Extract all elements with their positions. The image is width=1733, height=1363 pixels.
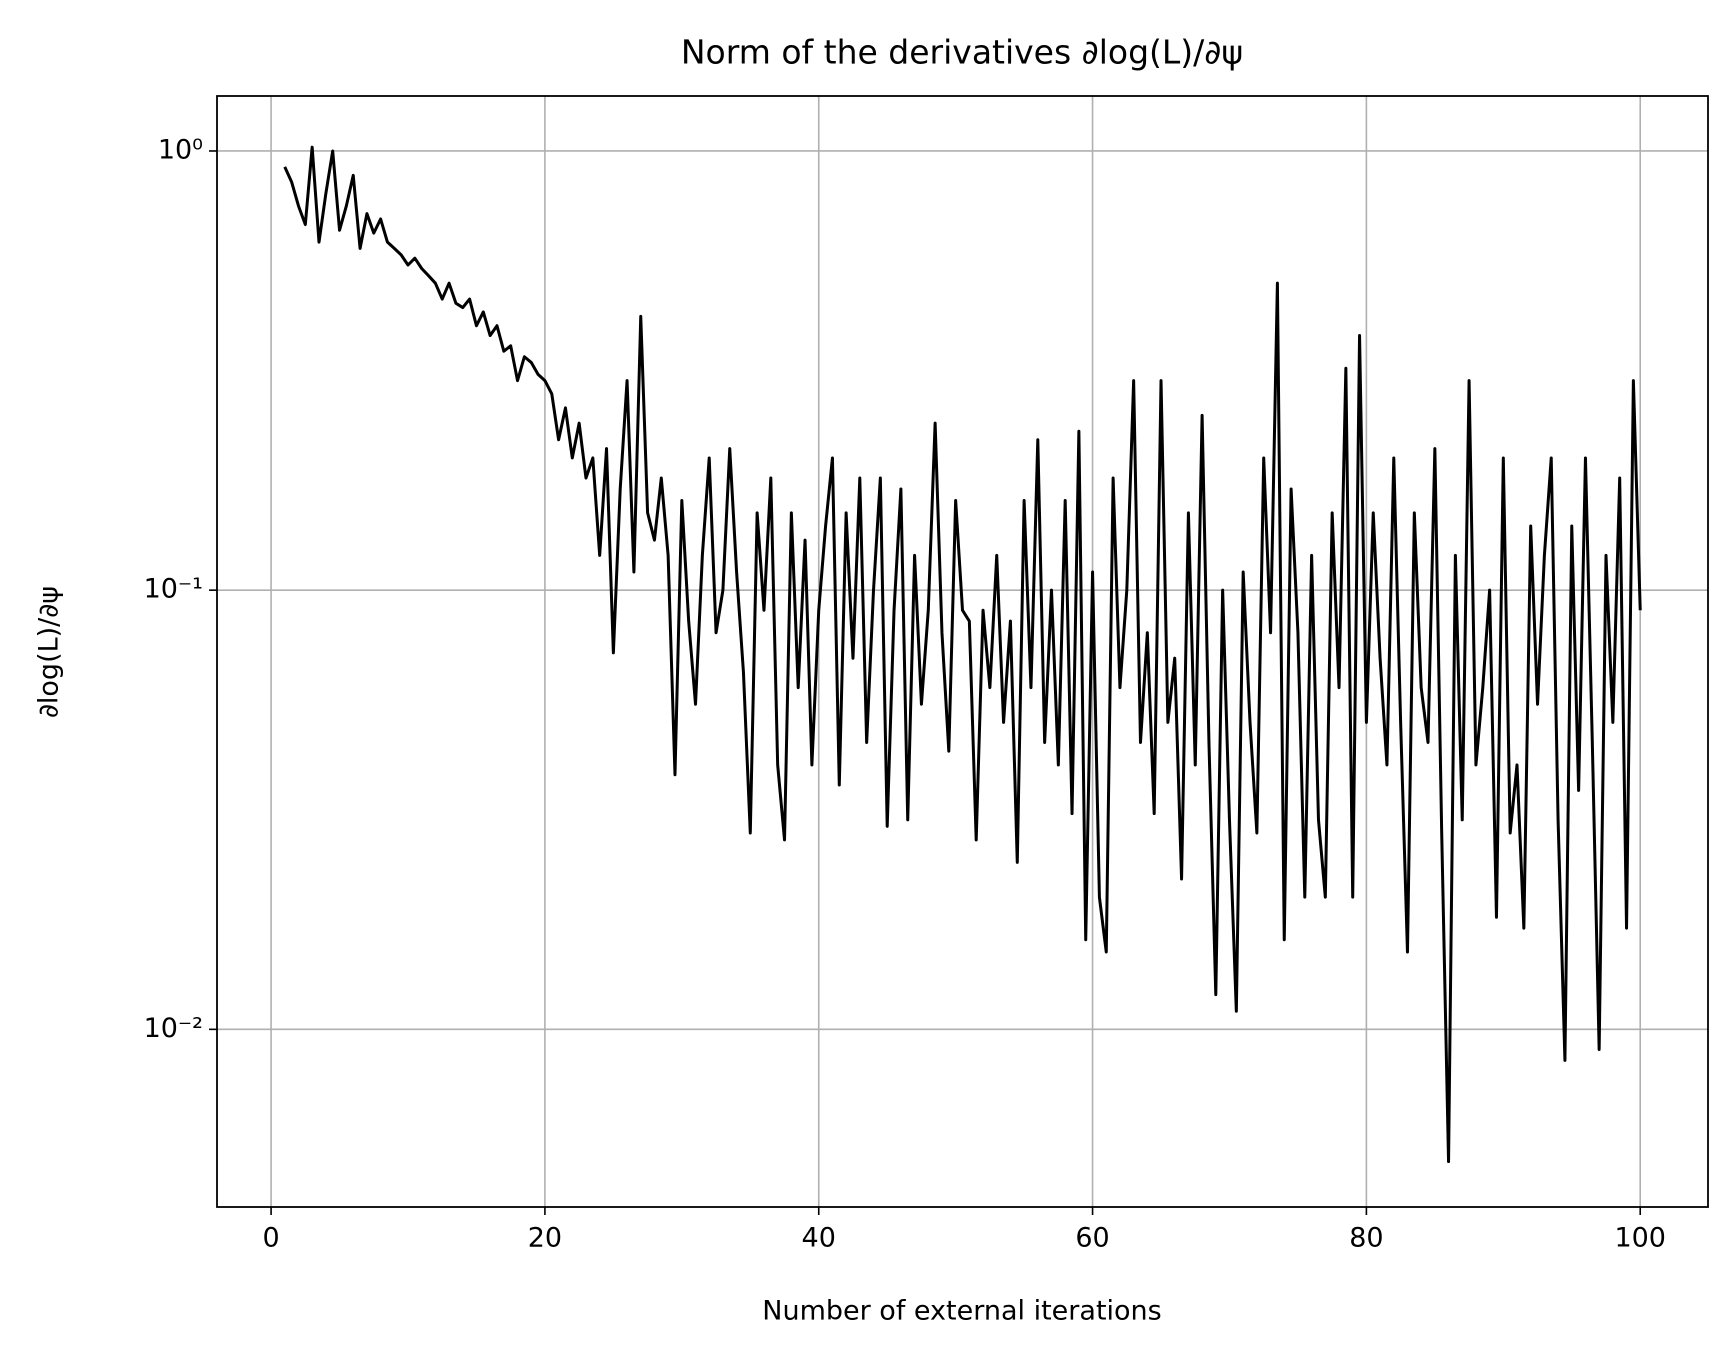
x-tick-label: 20 [528,1223,562,1254]
x-tick-label: 100 [1614,1223,1666,1254]
data-line [283,145,1642,1164]
x-tick-label: 80 [1349,1223,1383,1254]
x-tick-label: 0 [262,1223,279,1254]
x-tick-label: 60 [1075,1223,1109,1254]
plot-frame [216,95,1709,1208]
y-tick-label: 10⁻² [144,1013,203,1044]
y-tick-label: 10⁰ [158,134,203,165]
x-tick-label: 40 [802,1223,836,1254]
y-axis-label: ∂log(L)/∂ψ [34,586,65,718]
chart-title: Norm of the derivatives ∂log(L)/∂ψ [681,33,1243,72]
y-tick-label: 10⁻¹ [144,574,203,605]
x-axis-label: Number of external iterations [762,1296,1161,1327]
